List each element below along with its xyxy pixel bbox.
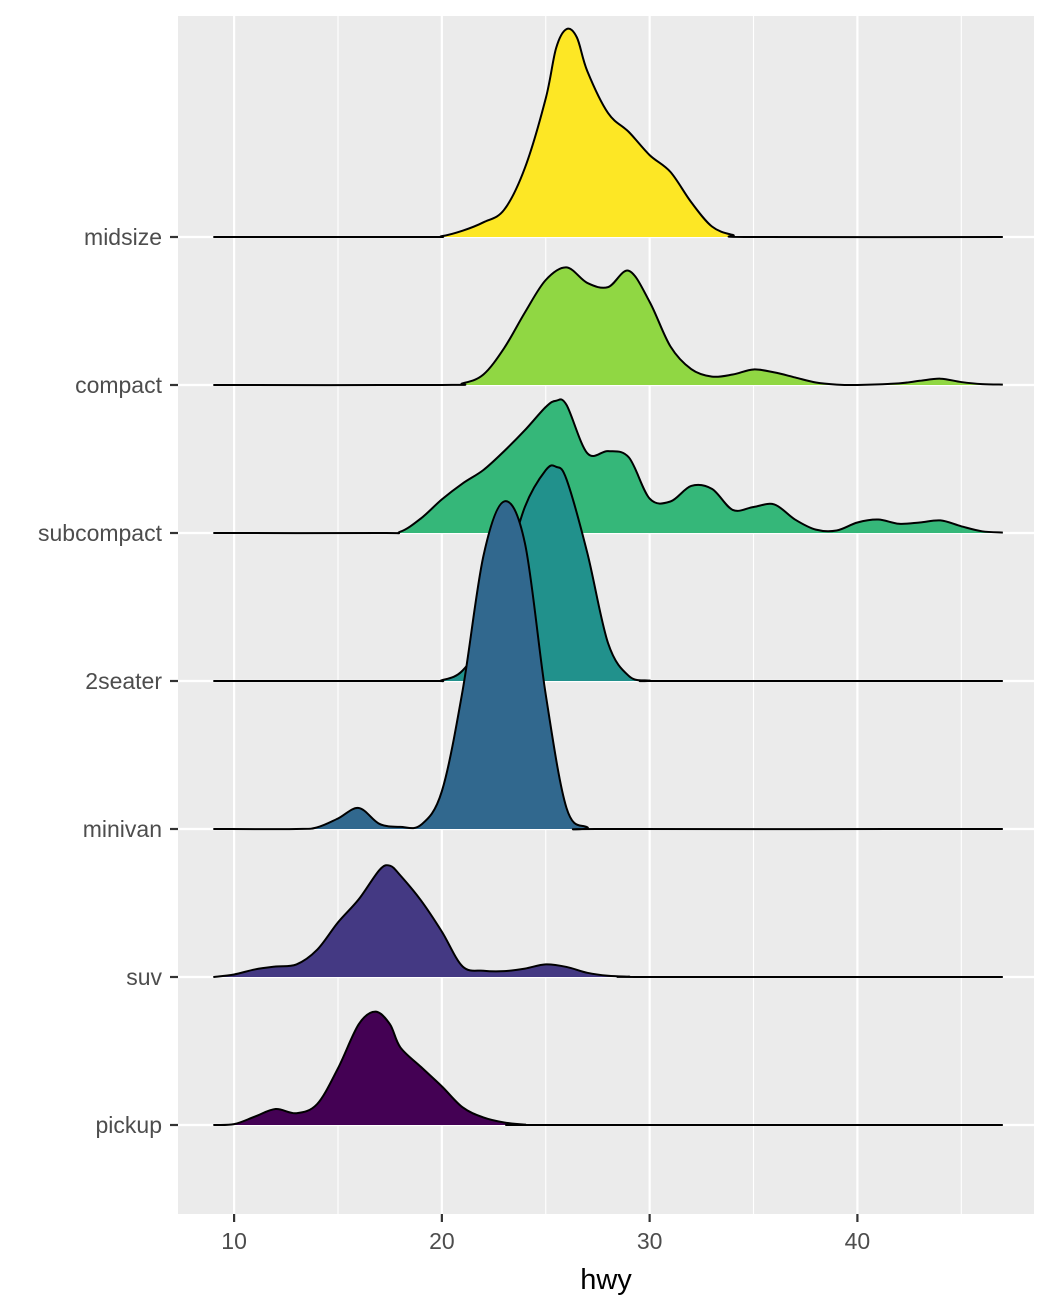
ridge-area-midsize [213, 28, 1003, 238]
ridge-subcompact [213, 398, 1003, 535]
ridge-suv [213, 864, 1003, 979]
y-tick-label-suv: suv [126, 964, 162, 990]
y-tick-label-compact: compact [75, 372, 163, 398]
ridge-minivan [213, 500, 1003, 831]
x-tick-label: 40 [845, 1228, 871, 1254]
x-axis-title: hwy [580, 1264, 632, 1296]
ridge-outline-suv [213, 864, 1003, 979]
y-tick-label-subcompact: subcompact [38, 520, 163, 546]
ridge-outline-midsize [213, 27, 1003, 239]
y-tick-label-midsize: midsize [84, 224, 162, 250]
x-tick-label: 10 [221, 1228, 247, 1254]
ridge-outline-pickup [213, 1010, 1003, 1127]
ridge-outline-minivan [213, 500, 1003, 831]
ridge-area-compact [213, 267, 1003, 386]
ridge-outline-subcompact [213, 398, 1003, 535]
ridge-outline-2seater [213, 464, 1003, 683]
ridge-2seater [213, 464, 1003, 683]
y-axis: pickup suv minivan 2seater subcompact compact… [38, 224, 178, 1138]
x-tick-label: 30 [637, 1228, 663, 1254]
ridges [213, 27, 1003, 1127]
ridge-compact [213, 266, 1003, 387]
y-tick-label-2seater: 2seater [85, 668, 162, 694]
ridge-outline-compact [213, 266, 1003, 387]
x-axis: 10 20 30 40 [221, 1214, 870, 1254]
ridge-area-pickup [213, 1011, 1003, 1126]
ridge-area-subcompact [213, 399, 1003, 534]
ridge-pickup [213, 1010, 1003, 1127]
ridge-midsize [213, 27, 1003, 239]
ridge-area-suv [213, 865, 1003, 978]
x-tick-label: 20 [429, 1228, 455, 1254]
y-tick-label-pickup: pickup [96, 1112, 162, 1138]
y-tick-label-minivan: minivan [83, 816, 162, 842]
